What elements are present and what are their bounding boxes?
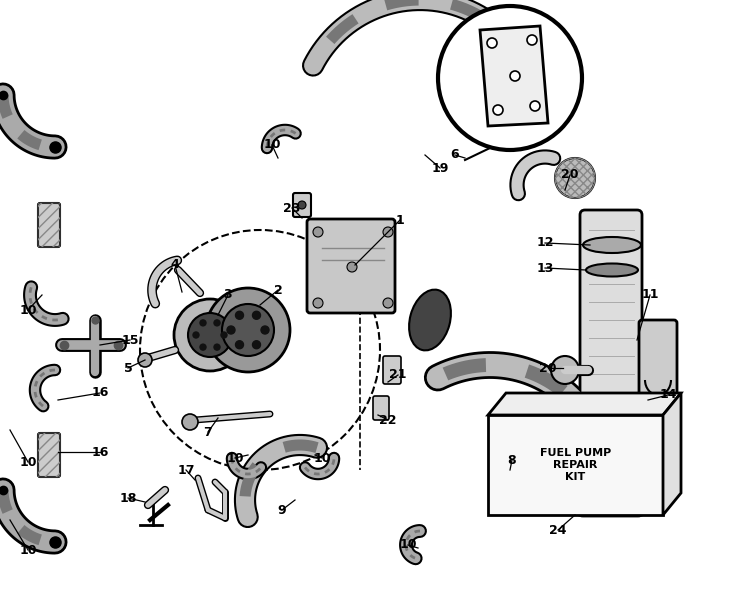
Polygon shape [488,393,681,415]
Circle shape [487,38,497,48]
Text: FUEL PUMP
REPAIR
KIT: FUEL PUMP REPAIR KIT [540,448,611,482]
Circle shape [221,332,227,338]
Circle shape [253,311,260,319]
Text: 7: 7 [203,426,212,439]
Text: 1: 1 [396,214,404,226]
Circle shape [182,414,198,430]
Polygon shape [488,415,663,515]
FancyBboxPatch shape [38,433,60,477]
Text: 10: 10 [263,139,280,152]
Circle shape [200,344,206,350]
Circle shape [214,344,220,350]
Text: 10: 10 [226,451,244,464]
Text: 16: 16 [92,445,109,458]
Circle shape [174,299,246,371]
Text: 9: 9 [278,503,286,516]
Text: 10: 10 [20,456,37,469]
Circle shape [188,313,232,357]
Text: 21: 21 [389,368,406,381]
Circle shape [236,341,244,349]
Text: 13: 13 [536,261,554,275]
Text: 11: 11 [641,288,658,301]
Text: 18: 18 [119,491,136,504]
FancyBboxPatch shape [383,356,401,384]
Text: 19: 19 [431,162,448,174]
Ellipse shape [586,263,638,276]
Circle shape [510,71,520,81]
FancyBboxPatch shape [639,320,677,421]
Circle shape [236,311,244,319]
Circle shape [347,262,357,272]
Circle shape [214,320,220,326]
Text: 24: 24 [549,524,567,537]
Text: 15: 15 [122,334,139,346]
Circle shape [261,326,269,334]
Circle shape [253,341,260,349]
Text: 3: 3 [224,288,232,301]
Text: 23: 23 [284,202,301,214]
Circle shape [200,320,206,326]
Text: 4: 4 [170,259,179,272]
Ellipse shape [409,290,451,350]
FancyBboxPatch shape [307,219,395,313]
Text: 20: 20 [539,362,556,374]
Text: 12: 12 [536,236,554,250]
Polygon shape [663,393,681,515]
Text: 8: 8 [508,454,516,466]
Polygon shape [480,26,548,126]
Text: 10: 10 [314,451,331,464]
Text: 5: 5 [124,362,132,374]
Text: 17: 17 [177,463,195,476]
Circle shape [530,101,540,111]
Circle shape [383,298,393,308]
Circle shape [555,158,595,198]
Circle shape [313,298,323,308]
Text: 10: 10 [20,543,37,556]
Circle shape [527,35,537,45]
Circle shape [383,227,393,237]
FancyBboxPatch shape [38,203,60,247]
FancyBboxPatch shape [577,424,644,516]
Text: 2: 2 [274,284,282,297]
Circle shape [298,201,306,209]
Ellipse shape [583,237,641,253]
Circle shape [227,326,235,334]
Circle shape [193,332,199,338]
Circle shape [222,304,274,356]
Circle shape [206,288,290,372]
FancyBboxPatch shape [373,396,389,420]
FancyBboxPatch shape [293,193,311,217]
Text: 6: 6 [451,149,459,162]
Text: 16: 16 [92,386,109,399]
Text: 14: 14 [659,389,676,402]
Circle shape [313,227,323,237]
Text: 20: 20 [561,168,579,181]
Circle shape [438,6,582,150]
FancyBboxPatch shape [580,210,642,435]
Text: 22: 22 [380,414,397,426]
Circle shape [138,353,152,367]
Circle shape [551,356,579,384]
Circle shape [493,105,503,115]
Text: 10: 10 [20,303,37,316]
Text: 10: 10 [399,538,417,552]
